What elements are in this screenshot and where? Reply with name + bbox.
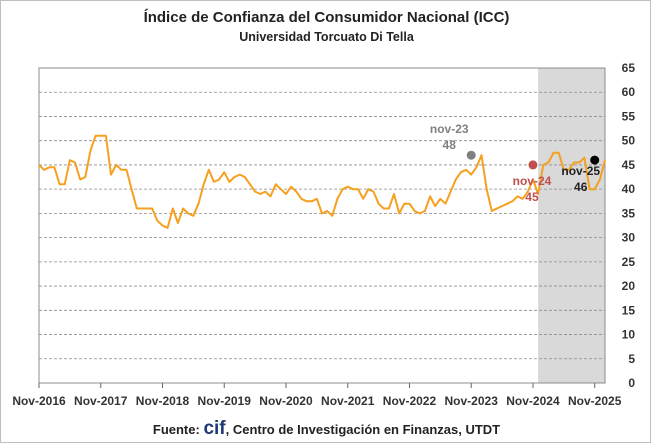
y-tick-label: 60 (622, 85, 636, 99)
marker-nov-24 (528, 160, 538, 170)
annotation-label-nov-23: nov-23 (430, 122, 469, 136)
shaded-region (538, 68, 605, 383)
chart-title: Índice de Confianza del Consumidor Nacio… (143, 9, 510, 26)
x-tick-label: Nov-2025 (568, 394, 622, 408)
x-tick-label: Nov-2019 (198, 394, 252, 408)
x-tick-label: Nov-2021 (321, 394, 375, 408)
x-tick-label: Nov-2022 (383, 394, 437, 408)
y-tick-label: 5 (628, 352, 635, 366)
source-prefix: Fuente: (152, 422, 204, 437)
y-tick-label: 15 (622, 303, 636, 317)
x-tick-label: Nov-2017 (74, 394, 128, 408)
y-tick-label: 40 (622, 182, 636, 196)
y-tick-label: 50 (622, 134, 636, 148)
y-tick-label: 25 (622, 255, 636, 269)
x-tick-label: Nov-2018 (136, 394, 190, 408)
y-tick-label: 10 (622, 328, 636, 342)
y-tick-label: 35 (622, 206, 636, 220)
y-tick-label: 20 (622, 279, 636, 293)
annotation-label-nov-25: nov-25 (561, 164, 600, 178)
annotation-label-nov-24: nov-24 (513, 174, 552, 188)
x-tick-label: Nov-2024 (506, 394, 560, 408)
y-tick-label: 45 (622, 158, 636, 172)
plot-border (38, 67, 606, 384)
marker-nov-23 (466, 150, 476, 160)
cif-logo: cif (203, 418, 226, 439)
x-tick-label: Nov-2020 (259, 394, 313, 408)
marker-nov-25 (590, 155, 600, 165)
y-tick-label: 0 (628, 376, 635, 390)
y-tick-label: 55 (622, 109, 636, 123)
x-tick-label: Nov-2023 (445, 394, 499, 408)
annotation-value-nov-24: 45 (525, 190, 539, 204)
y-tick-label: 30 (622, 231, 636, 245)
annotation-value-nov-25: 46 (574, 180, 588, 194)
source-footer: Fuente: cif, Centro de Investigación en … (1, 418, 650, 440)
chart-subtitle: Universidad Torcuato Di Tella (239, 30, 414, 44)
x-tick-label: Nov-2016 (12, 394, 66, 408)
annotation-value-nov-23: 48 (443, 138, 457, 152)
icc-series-line (38, 134, 606, 229)
source-text: , Centro de Investigación en Finanzas, U… (225, 422, 501, 437)
y-tick-label: 65 (622, 61, 636, 75)
